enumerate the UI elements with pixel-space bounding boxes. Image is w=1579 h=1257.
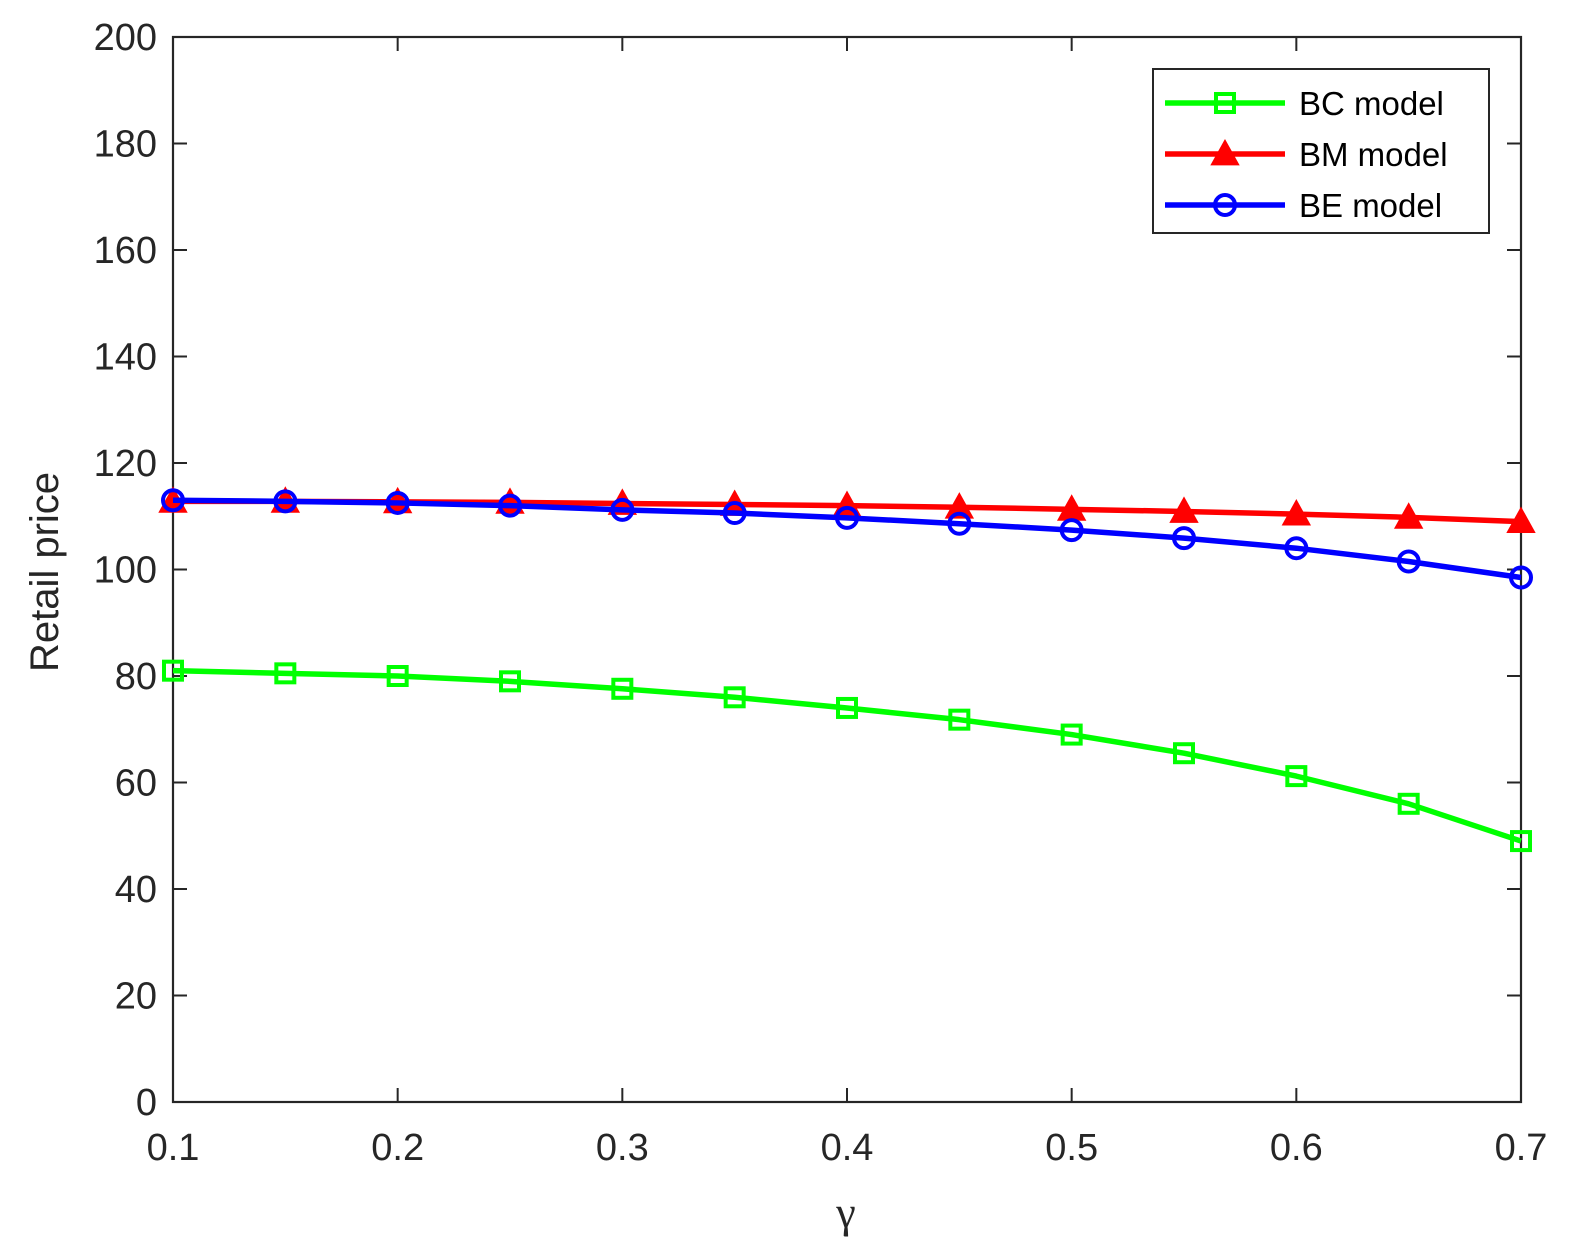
- data-point: [386, 665, 409, 687]
- series-layer: [158, 486, 1536, 853]
- data-point: [1393, 502, 1424, 529]
- data-point: [1510, 830, 1532, 853]
- y-tick-label: 180: [94, 124, 157, 166]
- data-point: [948, 708, 971, 731]
- y-axis-label: Retail price: [23, 472, 67, 672]
- y-tick-label: 100: [94, 550, 157, 592]
- x-tick-label: 0.3: [596, 1127, 649, 1169]
- series-line: [172, 667, 1522, 844]
- y-tick-label: 160: [94, 230, 157, 272]
- series-line: [172, 497, 1522, 581]
- y-axis: 0 20 40 60 80 100 120 140 160 180 200: [94, 17, 1521, 1124]
- legend-entry: BC model: [1165, 85, 1444, 122]
- data-point: [1059, 518, 1084, 543]
- data-point: [161, 488, 185, 513]
- y-tick-label: 20: [115, 976, 157, 1018]
- data-point: [1173, 742, 1195, 765]
- data-point: [274, 662, 297, 685]
- x-axis-label: γ: [835, 1188, 855, 1237]
- data-point: [610, 497, 635, 522]
- data-point: [1284, 536, 1309, 561]
- legend-marker: [1213, 193, 1237, 217]
- data-point: [611, 677, 634, 700]
- legend-label: BM model: [1299, 136, 1448, 173]
- y-tick-label: 80: [115, 656, 157, 698]
- legend: BC model BM model BE model: [1152, 68, 1490, 234]
- data-point: [836, 696, 858, 719]
- data-point: [944, 492, 975, 519]
- x-tick-label: 0.7: [1495, 1127, 1548, 1169]
- data-point: [498, 493, 522, 518]
- y-tick-label: 40: [115, 869, 157, 911]
- x-tick-label: 0.6: [1270, 1127, 1323, 1169]
- data-point: [723, 686, 746, 709]
- x-tick-label: 0.2: [371, 1127, 424, 1169]
- legend-label: BE model: [1299, 187, 1442, 224]
- data-point: [835, 505, 859, 530]
- legend-entry: BM model: [1165, 136, 1448, 173]
- data-point: [1172, 526, 1196, 551]
- data-point: [1169, 496, 1199, 523]
- y-tick-label: 0: [136, 1082, 157, 1124]
- series-2: [161, 488, 1533, 590]
- data-point: [1285, 765, 1308, 788]
- data-point: [385, 490, 410, 515]
- data-point: [1509, 565, 1533, 590]
- legend-marker: [1210, 138, 1240, 166]
- x-tick-label: 0.4: [821, 1127, 874, 1169]
- legend-entry: BE model: [1165, 187, 1442, 224]
- data-point: [162, 659, 184, 682]
- y-tick-label: 120: [94, 443, 157, 485]
- data-point: [947, 511, 972, 536]
- data-point: [1281, 499, 1312, 526]
- data-point: [499, 670, 521, 693]
- data-point: [1506, 506, 1536, 533]
- data-point: [722, 501, 747, 526]
- data-point: [1396, 549, 1421, 574]
- legend-label: BC model: [1299, 85, 1444, 122]
- y-tick-label: 140: [94, 337, 157, 379]
- data-point: [1060, 723, 1083, 746]
- y-tick-label: 200: [94, 17, 157, 59]
- series-0: [162, 659, 1532, 853]
- legend-marker: [1214, 92, 1236, 114]
- data-point: [273, 489, 298, 514]
- y-tick-label: 60: [115, 763, 157, 805]
- x-axis: 0.1 0.2 0.3 0.4 0.5 0.6 0.7: [147, 37, 1548, 1169]
- x-tick-label: 0.5: [1045, 1127, 1098, 1169]
- x-tick-label: 0.1: [147, 1127, 200, 1169]
- data-point: [1397, 792, 1420, 815]
